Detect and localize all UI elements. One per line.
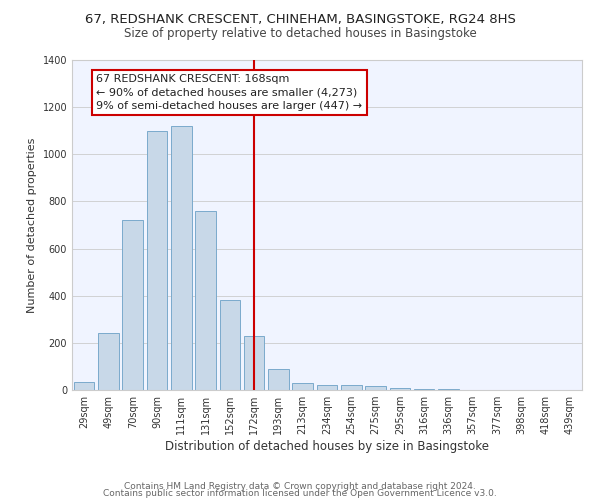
Bar [292,383,313,390]
Bar [146,130,167,390]
Bar [244,336,265,390]
Bar [122,220,143,390]
Bar [341,386,362,390]
Text: Contains HM Land Registry data © Crown copyright and database right 2024.: Contains HM Land Registry data © Crown c… [124,482,476,491]
Bar [98,334,119,390]
Bar [268,369,289,390]
Text: 67 REDSHANK CRESCENT: 168sqm
← 90% of detached houses are smaller (4,273)
9% of : 67 REDSHANK CRESCENT: 168sqm ← 90% of de… [96,74,362,110]
Bar [414,389,434,390]
Bar [171,126,191,390]
Bar [389,388,410,390]
Bar [317,386,337,390]
Text: Contains public sector information licensed under the Open Government Licence v3: Contains public sector information licen… [103,489,497,498]
Bar [220,300,240,390]
X-axis label: Distribution of detached houses by size in Basingstoke: Distribution of detached houses by size … [165,440,489,453]
Bar [365,386,386,390]
Text: 67, REDSHANK CRESCENT, CHINEHAM, BASINGSTOKE, RG24 8HS: 67, REDSHANK CRESCENT, CHINEHAM, BASINGS… [85,12,515,26]
Bar [195,211,216,390]
Text: Size of property relative to detached houses in Basingstoke: Size of property relative to detached ho… [124,28,476,40]
Bar [74,382,94,390]
Y-axis label: Number of detached properties: Number of detached properties [27,138,37,312]
